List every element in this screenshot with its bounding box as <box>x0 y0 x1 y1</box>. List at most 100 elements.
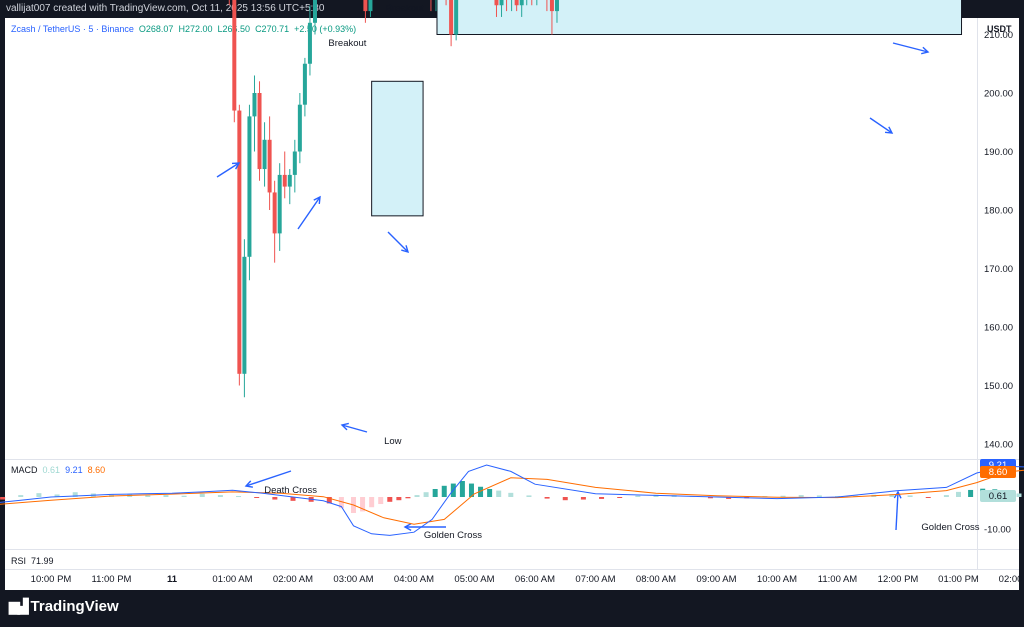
macd-annotation-label: Golden Cross <box>424 530 482 541</box>
ohlc-high: H272.00 <box>178 24 213 34</box>
candle-body <box>232 0 237 111</box>
macd-legend[interactable]: MACD 0.61 9.21 8.60 <box>11 465 105 475</box>
tradingview-logo-icon: ▆▟ <box>9 598 28 614</box>
currency-label: USDT <box>987 24 1012 34</box>
macd-histogram-bar <box>387 497 393 502</box>
annotation-arrow <box>892 42 929 53</box>
annotation-arrow <box>895 491 899 531</box>
macd-histogram-bar <box>181 495 187 497</box>
macd-histogram-bar <box>236 496 242 498</box>
candle-body <box>237 110 242 374</box>
annotation-arrowhead <box>244 480 254 488</box>
macd-histogram-bar <box>272 497 278 500</box>
candle-body <box>257 93 262 170</box>
rsi-legend[interactable]: RSI 71.99 <box>11 556 54 566</box>
macd-annotation-label: Golden Cross <box>921 522 979 533</box>
macd-histogram-bar <box>468 483 474 497</box>
macd-histogram-bar <box>580 497 586 500</box>
macd-histogram-bar <box>405 497 411 499</box>
macd-histogram-bar <box>599 497 605 499</box>
candle-body <box>449 0 454 35</box>
tradingview-wordmark: TradingView <box>30 598 119 615</box>
macd-histogram-bar <box>217 495 223 497</box>
macd-histogram-bar <box>635 495 641 497</box>
annotation-arrowhead <box>403 523 412 531</box>
x-tick-label: 07:00 AM <box>575 574 615 585</box>
macd-histogram-bar <box>254 497 260 498</box>
annotation-arrowhead <box>313 195 321 205</box>
x-tick-label: 11:00 PM <box>92 574 132 585</box>
macd-histogram-bar <box>163 495 169 497</box>
candle-body <box>554 0 559 12</box>
y-tick-label: 140.00 <box>984 440 1013 451</box>
annotation-arrow <box>297 196 321 230</box>
rsi-label: RSI <box>11 556 27 566</box>
annotation-arrowhead <box>401 245 410 254</box>
macd-histogram-bar <box>396 497 402 501</box>
macd-histogram-bar <box>414 495 420 497</box>
candle-body <box>307 22 312 64</box>
macd-histogram-bar <box>617 497 623 498</box>
macd-histogram-bar <box>459 481 465 497</box>
candle-body <box>292 151 297 175</box>
x-tick-label: 05:00 AM <box>454 574 494 585</box>
candle-body <box>549 0 554 12</box>
macd-histogram-bar <box>907 495 913 497</box>
x-tick-label: 12:00 PM <box>878 574 919 585</box>
macd-histogram-bar <box>369 497 375 508</box>
macd-signal-line <box>0 469 1024 525</box>
macd-histogram-bar <box>544 497 550 499</box>
x-tick-label: 04:00 AM <box>394 574 434 585</box>
macd-histogram-bar <box>432 489 438 497</box>
macd-histogram-bar <box>925 497 931 498</box>
y-tick-label: 190.00 <box>984 147 1013 158</box>
macd-value-tag <box>980 466 1016 478</box>
y-tick-label: 180.00 <box>984 206 1013 217</box>
macd-histogram-bar <box>360 497 366 512</box>
macd-histogram-bar <box>798 495 804 497</box>
x-tick-label: 10:00 AM <box>757 574 797 585</box>
x-tick-label: 01:00 PM <box>938 574 979 585</box>
macd-value-label: 9.21 <box>989 460 1008 471</box>
footer-bar <box>0 590 1024 627</box>
candle-body <box>287 174 292 187</box>
annotation-arrowhead <box>340 422 349 431</box>
macd-histogram-bar <box>707 497 713 499</box>
candle-body <box>297 104 302 152</box>
macd-value-tag <box>980 490 1016 502</box>
macd-histogram-bar <box>478 486 484 497</box>
macd-histogram-bar <box>1016 493 1022 497</box>
candle-body <box>242 256 247 374</box>
candle-body <box>514 0 519 6</box>
macd-histogram-bar <box>0 497 6 500</box>
macd-histogram-bar <box>726 497 732 499</box>
annotation-arrowhead <box>231 162 241 170</box>
annotation-arrowhead <box>884 126 894 134</box>
macd-histogram-bar <box>487 489 493 497</box>
macd-histogram-bar <box>780 495 786 497</box>
y-tick-label: 160.00 <box>984 323 1013 334</box>
x-tick-label: 09:00 AM <box>696 574 736 585</box>
macd-value-label: 8.60 <box>989 467 1008 478</box>
candle-body <box>247 116 252 257</box>
macd-histogram-bar <box>889 494 895 497</box>
symbol-name[interactable]: Zcash / TetherUS · 5 · Binance <box>11 24 134 34</box>
macd-annotation-label: Death Cross <box>264 485 317 496</box>
candle-body <box>519 0 524 6</box>
x-tick-label: 10:00 PM <box>31 574 72 585</box>
macd-histogram-bar <box>54 494 60 497</box>
macd-histogram-bar <box>72 492 78 497</box>
annotation-arrow <box>341 424 368 433</box>
candle-body <box>312 0 317 23</box>
macd-histogram-bar <box>943 495 949 497</box>
consolidation-box-range-2 <box>371 80 424 217</box>
macd-histogram-bar <box>18 495 24 497</box>
tradingview-brand[interactable]: ▆▟ TradingView <box>9 598 119 615</box>
macd-histogram-bar <box>199 493 205 497</box>
candle-body <box>368 0 373 12</box>
macd-histogram-bar <box>441 485 447 497</box>
x-tick-label: 06:00 AM <box>515 574 555 585</box>
candle-body <box>499 0 504 6</box>
macd-histogram-bar <box>562 497 568 501</box>
